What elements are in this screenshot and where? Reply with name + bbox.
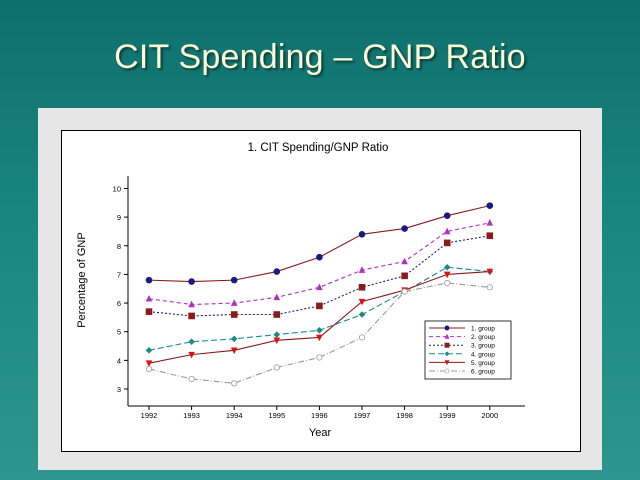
y-tick-label: 5 [117,328,121,337]
series-line-6 [148,282,490,384]
data-point-series-2 [358,266,366,273]
data-point-series-6 [231,380,238,387]
data-point-series-3 [230,311,238,318]
x-tick-label: 1993 [183,411,200,420]
data-point-series-2 [230,299,238,306]
data-point-series-2 [316,283,323,291]
data-point-series-4 [230,335,238,343]
data-point-series-3 [401,272,408,280]
data-point-series-4 [273,331,281,338]
y-tick-label: 3 [117,385,121,394]
y-tick-label: 4 [117,356,121,365]
x-tick-label: 1999 [439,411,456,420]
chart-frame [61,130,581,452]
y-tick-label: 6 [117,299,121,308]
legend-marker-3 [444,342,450,348]
data-point-series-2 [401,257,408,265]
data-point-series-2 [188,300,195,308]
data-point-series-6 [358,334,366,341]
data-point-series-1 [273,268,281,275]
legend-box [424,320,512,380]
data-point-series-5 [358,298,366,306]
y-tick-label: 10 [113,184,121,193]
legend-label-6: 6. group [471,369,495,376]
series-line-2 [148,222,490,306]
slide-title: CIT Spending – GNP Ratio [114,38,526,76]
data-point-series-4 [358,311,366,318]
series-line-3 [148,235,490,317]
y-tick-label: 9 [117,213,121,222]
data-point-series-1 [401,225,408,232]
legend-marker-4 [444,351,450,357]
data-point-series-2 [145,294,153,302]
data-point-series-4 [316,326,323,334]
data-point-series-1 [188,278,195,285]
y-tick-label: 7 [117,270,121,279]
x-axis-label: Year [309,427,332,439]
legend-label-1: 1. group [471,326,495,333]
legend-label-4: 4. group [471,351,495,358]
data-point-series-2 [273,293,281,301]
x-tick-label: 1998 [396,411,413,420]
legend-marker-5 [444,360,450,366]
data-point-series-3 [486,232,494,240]
y-tick-label: 8 [117,242,121,251]
data-point-series-6 [188,375,195,383]
data-point-series-6 [316,354,323,361]
x-tick-label: 2000 [481,411,498,420]
data-point-series-6 [444,279,451,287]
data-point-series-3 [443,239,451,247]
legend-label-5: 5. group [471,360,495,367]
legend-label-3: 3. group [471,343,495,350]
data-point-series-2 [443,227,451,235]
legend-marker-6 [444,368,450,374]
data-point-series-6 [273,364,280,371]
legend-marker-1 [444,325,450,331]
data-point-series-6 [145,365,153,373]
data-point-series-3 [145,308,153,315]
legend-marker-2 [444,333,450,339]
data-point-series-1 [358,230,366,238]
data-point-series-3 [273,311,281,318]
data-point-series-4 [145,347,153,354]
data-point-series-5 [273,337,281,345]
data-point-series-3 [188,312,195,320]
data-point-series-6 [401,288,408,295]
legend-label-2: 2. group [471,334,495,341]
data-point-series-1 [316,253,323,261]
data-point-series-3 [358,283,366,291]
x-tick-label: 1995 [268,411,285,420]
series-line-1 [148,205,490,283]
y-axis-label: Percentage of GNP [76,232,88,327]
data-point-series-3 [316,302,323,310]
chart-title: 1. CIT Spending/GNP Ratio [248,142,389,154]
data-point-series-6 [486,284,493,291]
data-point-series-5 [486,268,494,276]
data-point-series-4 [188,338,195,346]
data-point-series-1 [230,276,238,284]
data-point-series-5 [145,360,153,368]
data-point-series-1 [443,212,451,219]
data-point-series-4 [443,263,451,271]
x-tick-label: 1996 [311,411,328,420]
data-point-series-5 [188,351,195,359]
x-tick-label: 1994 [226,411,243,420]
data-point-series-1 [145,276,153,284]
data-point-series-1 [486,202,494,209]
data-point-series-5 [316,334,323,342]
x-tick-label: 1992 [141,411,158,420]
data-point-series-5 [230,347,238,355]
x-tick-label: 1997 [354,411,371,420]
data-point-series-2 [486,219,494,226]
data-point-series-5 [443,271,451,279]
